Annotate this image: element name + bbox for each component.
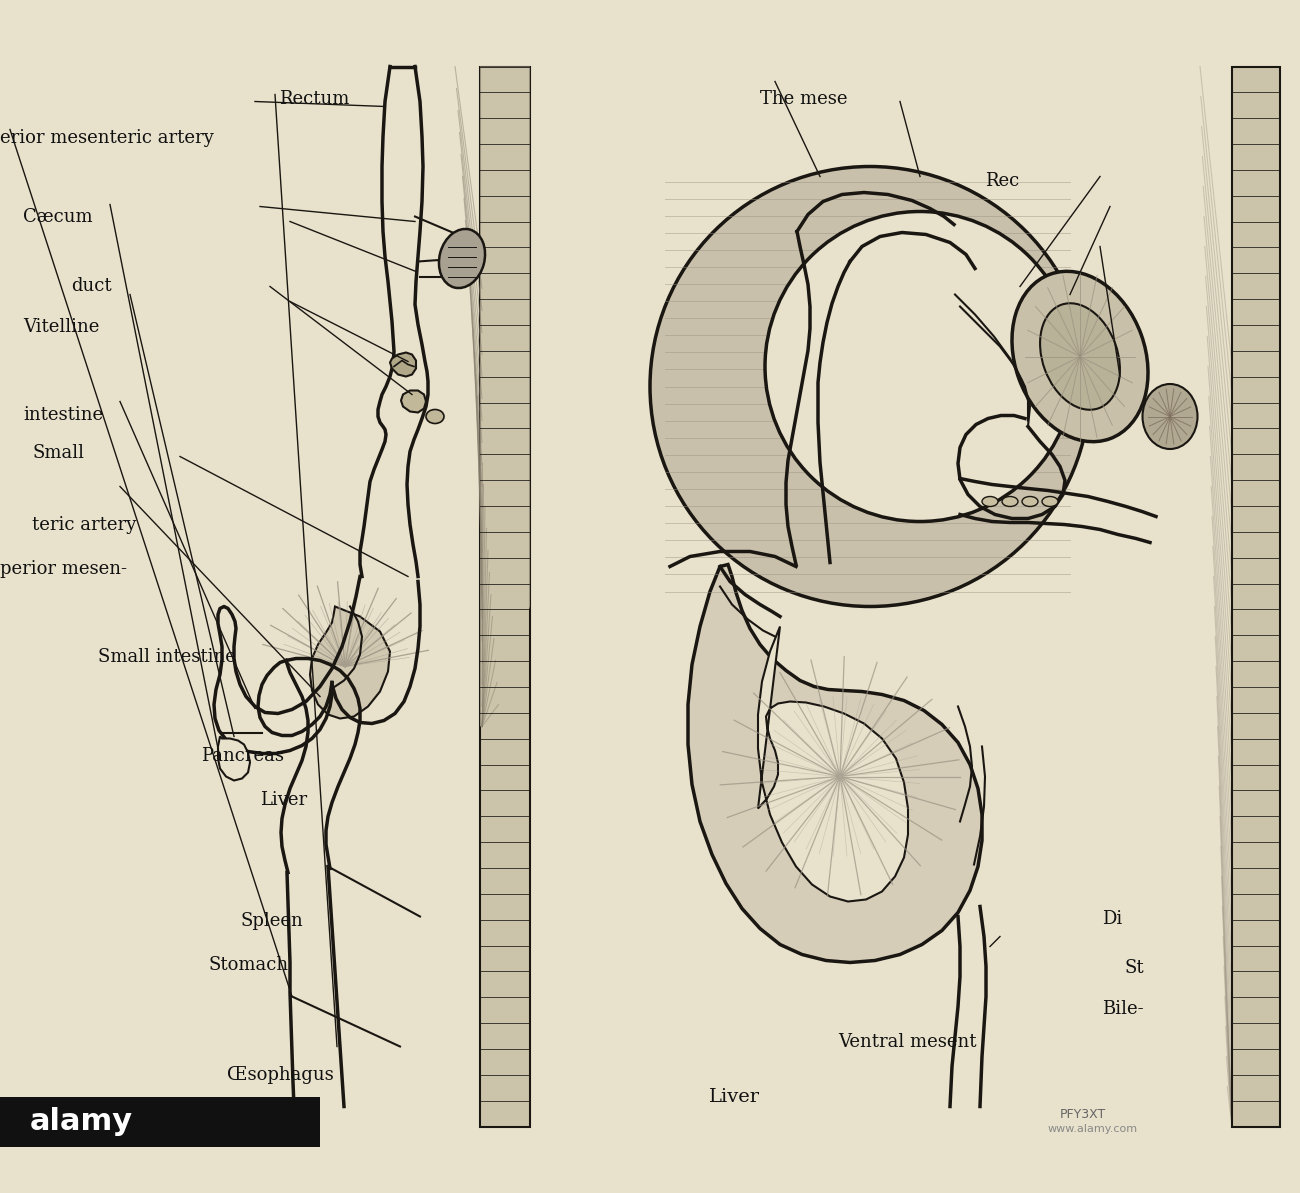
Text: duct: duct: [72, 277, 112, 296]
Polygon shape: [688, 564, 982, 963]
Polygon shape: [400, 390, 426, 413]
Ellipse shape: [1143, 384, 1197, 449]
Bar: [0, 1096, 320, 1146]
Text: intestine: intestine: [23, 406, 104, 424]
Ellipse shape: [1011, 271, 1148, 441]
Polygon shape: [218, 736, 250, 780]
Text: Stomach: Stomach: [208, 956, 289, 973]
Circle shape: [650, 167, 1089, 606]
Polygon shape: [758, 626, 907, 902]
Polygon shape: [1232, 67, 1280, 1126]
Text: Small: Small: [32, 445, 84, 463]
Ellipse shape: [439, 229, 485, 288]
Text: www.alamy.com: www.alamy.com: [1048, 1124, 1138, 1133]
Polygon shape: [309, 606, 390, 718]
Text: erior mesenteric artery: erior mesenteric artery: [0, 129, 213, 147]
Ellipse shape: [426, 409, 445, 424]
Text: alamy: alamy: [30, 1107, 133, 1136]
Polygon shape: [390, 352, 416, 377]
Ellipse shape: [982, 496, 998, 507]
Text: Di: Di: [1102, 910, 1123, 928]
Text: Small intestine: Small intestine: [98, 648, 235, 666]
Polygon shape: [360, 67, 428, 581]
Text: Pancreas: Pancreas: [202, 747, 285, 765]
Text: Ventral mesent: Ventral mesent: [838, 1033, 978, 1051]
Ellipse shape: [1040, 303, 1119, 409]
Text: Liver: Liver: [708, 1088, 759, 1106]
Text: St: St: [1124, 959, 1144, 977]
Text: Bile-: Bile-: [1102, 1000, 1144, 1018]
Text: Cæcum: Cæcum: [23, 208, 94, 225]
Text: perior mesen-: perior mesen-: [0, 560, 127, 577]
Circle shape: [764, 211, 1075, 521]
Text: Vitelline: Vitelline: [23, 319, 100, 336]
Polygon shape: [480, 67, 530, 1126]
Ellipse shape: [1043, 496, 1058, 507]
Text: teric artery: teric artery: [32, 517, 136, 534]
Text: Rectum: Rectum: [280, 91, 350, 109]
Ellipse shape: [1002, 496, 1018, 507]
Text: Liver: Liver: [260, 791, 307, 809]
Text: The mese: The mese: [760, 91, 848, 109]
Text: Spleen: Spleen: [240, 911, 303, 931]
Text: Rec: Rec: [985, 172, 1019, 190]
Polygon shape: [480, 67, 530, 727]
Text: PFY3XT: PFY3XT: [1060, 1108, 1106, 1121]
Ellipse shape: [1022, 496, 1037, 507]
Text: Œsophagus: Œsophagus: [227, 1067, 334, 1084]
